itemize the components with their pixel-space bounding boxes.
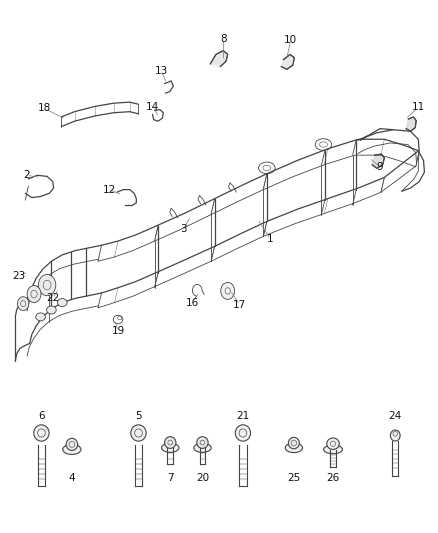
Text: 19: 19 bbox=[111, 326, 125, 336]
Text: 24: 24 bbox=[389, 411, 402, 421]
Circle shape bbox=[221, 282, 235, 300]
Ellipse shape bbox=[66, 438, 78, 450]
Ellipse shape bbox=[288, 438, 299, 449]
Text: 8: 8 bbox=[220, 34, 226, 44]
Ellipse shape bbox=[197, 437, 208, 448]
Text: 14: 14 bbox=[146, 102, 159, 112]
Text: 10: 10 bbox=[284, 35, 297, 45]
Text: 25: 25 bbox=[287, 473, 300, 482]
Text: 7: 7 bbox=[167, 473, 173, 482]
Circle shape bbox=[18, 297, 29, 311]
Text: 23: 23 bbox=[12, 271, 25, 281]
Ellipse shape bbox=[390, 430, 400, 441]
Text: 16: 16 bbox=[185, 297, 199, 308]
Text: 5: 5 bbox=[135, 411, 142, 421]
Ellipse shape bbox=[47, 306, 56, 314]
Ellipse shape bbox=[34, 425, 49, 441]
Text: 20: 20 bbox=[196, 473, 209, 482]
Ellipse shape bbox=[235, 425, 251, 441]
Ellipse shape bbox=[194, 443, 211, 453]
Ellipse shape bbox=[57, 298, 67, 306]
Text: 18: 18 bbox=[37, 103, 51, 114]
Polygon shape bbox=[372, 154, 385, 168]
Text: 2: 2 bbox=[23, 171, 30, 180]
Polygon shape bbox=[210, 51, 228, 67]
Text: 22: 22 bbox=[46, 293, 60, 303]
Ellipse shape bbox=[162, 443, 179, 453]
Ellipse shape bbox=[131, 425, 146, 441]
Ellipse shape bbox=[36, 313, 46, 321]
Text: 12: 12 bbox=[102, 184, 116, 195]
Text: 13: 13 bbox=[155, 67, 168, 76]
Ellipse shape bbox=[165, 437, 176, 448]
Text: 3: 3 bbox=[180, 224, 187, 235]
Ellipse shape bbox=[327, 438, 339, 449]
Text: 17: 17 bbox=[233, 300, 247, 310]
Ellipse shape bbox=[63, 445, 81, 455]
Text: 11: 11 bbox=[412, 102, 425, 112]
Ellipse shape bbox=[285, 443, 303, 453]
Polygon shape bbox=[406, 117, 416, 131]
Text: 6: 6 bbox=[38, 411, 45, 421]
Circle shape bbox=[27, 286, 41, 303]
Text: 4: 4 bbox=[69, 473, 75, 482]
Polygon shape bbox=[281, 54, 294, 69]
Text: 1: 1 bbox=[267, 234, 274, 244]
Ellipse shape bbox=[324, 445, 343, 454]
Text: 21: 21 bbox=[237, 411, 250, 421]
Text: 26: 26 bbox=[326, 473, 339, 482]
Circle shape bbox=[39, 274, 56, 296]
Text: 9: 9 bbox=[377, 162, 383, 172]
